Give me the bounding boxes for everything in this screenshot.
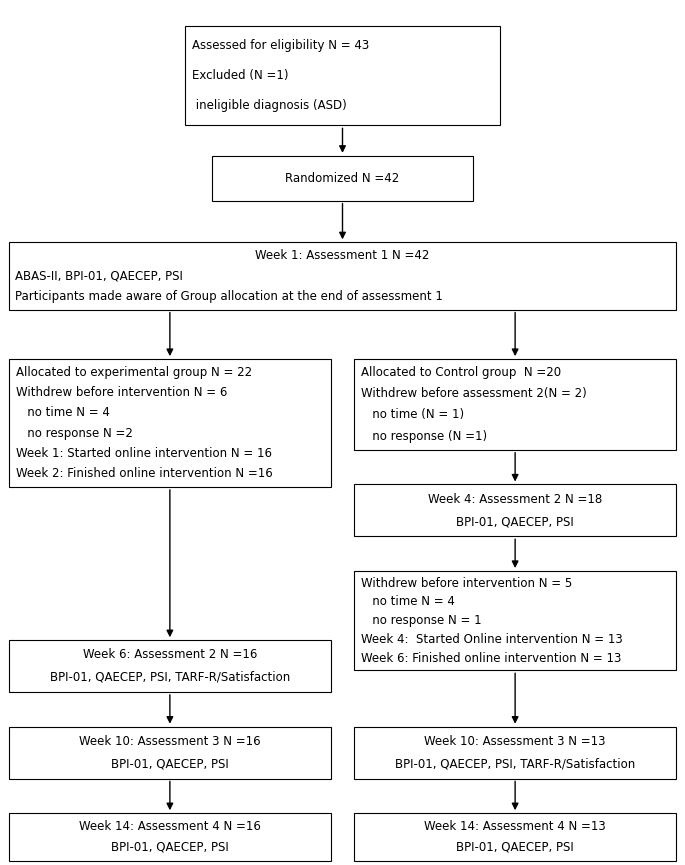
Text: Week 14: Assessment 4 N =16: Week 14: Assessment 4 N =16 [79,820,261,833]
Bar [9,242,677,310]
Text: Week 14: Assessment 4 N =13: Week 14: Assessment 4 N =13 [424,820,606,833]
Bar [185,26,500,125]
Text: BPI-01, QAECEP, PSI, TARF-R/Satisfaction: BPI-01, QAECEP, PSI, TARF-R/Satisfaction [395,758,635,771]
Text: BPI-01, QAECEP, PSI: BPI-01, QAECEP, PSI [111,758,229,771]
Bar [354,484,676,536]
Text: Week 4: Assessment 2 N =18: Week 4: Assessment 2 N =18 [428,492,602,505]
Text: Week 4:  Started Online intervention N = 13: Week 4: Started Online intervention N = … [361,633,623,646]
Text: Week 6: Assessment 2 N =16: Week 6: Assessment 2 N =16 [83,648,257,661]
Bar [354,359,676,450]
Bar [354,813,676,861]
Text: BPI-01, QAECEP, PSI, TARF-R/Satisfaction: BPI-01, QAECEP, PSI, TARF-R/Satisfaction [50,671,290,684]
Text: Excluded (N =1): Excluded (N =1) [192,69,288,82]
Text: BPI-01, QAECEP, PSI: BPI-01, QAECEP, PSI [456,516,574,529]
Text: no response (N =1): no response (N =1) [361,430,487,443]
Text: BPI-01, QAECEP, PSI: BPI-01, QAECEP, PSI [456,841,574,854]
Text: ineligible diagnosis (ASD): ineligible diagnosis (ASD) [192,99,347,112]
Bar [9,813,331,861]
Text: no response N = 1: no response N = 1 [361,614,482,627]
Bar [9,359,331,487]
Text: no response N =2: no response N =2 [16,426,133,439]
Bar [212,156,473,201]
Text: Randomized N =42: Randomized N =42 [286,171,399,185]
Text: Allocated to experimental group N = 22: Allocated to experimental group N = 22 [16,366,252,379]
Text: no time N = 4: no time N = 4 [16,407,110,420]
Text: Withdrew before intervention N = 6: Withdrew before intervention N = 6 [16,386,227,399]
Bar [354,727,676,779]
Text: Withdrew before intervention N = 5: Withdrew before intervention N = 5 [361,577,572,590]
Bar [9,727,331,779]
Text: BPI-01, QAECEP, PSI: BPI-01, QAECEP, PSI [111,841,229,854]
Text: Assessed for eligibility N = 43: Assessed for eligibility N = 43 [192,39,369,52]
Text: Week 10: Assessment 3 N =13: Week 10: Assessment 3 N =13 [425,734,606,747]
Text: Week 10: Assessment 3 N =16: Week 10: Assessment 3 N =16 [79,734,261,747]
Text: Allocated to Control group  N =20: Allocated to Control group N =20 [361,366,561,379]
Text: Week 1: Started online intervention N = 16: Week 1: Started online intervention N = … [16,447,272,460]
Text: no time (N = 1): no time (N = 1) [361,408,464,421]
Text: Week 2: Finished online intervention N =16: Week 2: Finished online intervention N =… [16,467,273,480]
Text: no time N = 4: no time N = 4 [361,595,455,608]
Bar [9,640,331,692]
Text: Participants made aware of Group allocation at the end of assessment 1: Participants made aware of Group allocat… [16,290,443,303]
Text: Week 6: Finished online intervention N = 13: Week 6: Finished online intervention N =… [361,651,621,664]
Text: ABAS-II, BPI-01, QAECEP, PSI: ABAS-II, BPI-01, QAECEP, PSI [16,269,184,283]
Text: Withdrew before assessment 2(N = 2): Withdrew before assessment 2(N = 2) [361,388,587,400]
Text: Week 1: Assessment 1 N =42: Week 1: Assessment 1 N =42 [256,249,429,262]
Bar [354,571,676,670]
